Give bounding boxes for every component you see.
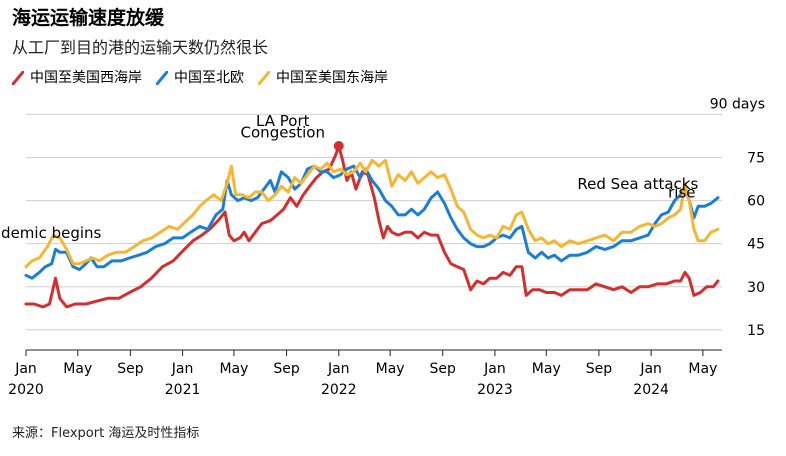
y-tick-label-4: 30 xyxy=(747,280,765,296)
annotation-0: Pandemic begins xyxy=(0,224,102,242)
y-tick-label-1: 75 xyxy=(747,150,765,166)
x-tick-year-9: 2023 xyxy=(477,382,513,398)
x-tick-label-10: May xyxy=(532,361,561,377)
x-tick-label-3: Jan xyxy=(171,361,194,377)
x-tick-label-7: May xyxy=(376,361,405,377)
y-tick-label-2: 60 xyxy=(747,194,765,210)
x-tick-label-9: Jan xyxy=(483,361,506,377)
x-tick-label-1: May xyxy=(63,361,92,377)
legend-label-east-coast: 中国至美国东海岸 xyxy=(276,70,388,86)
y-tick-label-3: 45 xyxy=(747,237,765,253)
y-tick-label-0: 90 days xyxy=(710,96,765,112)
series-line-2 xyxy=(24,158,720,269)
legend-label-north-europe: 中国至北欧 xyxy=(174,70,244,86)
annotation-2: Congestion xyxy=(241,123,325,141)
x-tick-label-12: Jan xyxy=(639,361,662,377)
x-tick-label-8: Sep xyxy=(430,361,457,377)
highlight-point xyxy=(333,140,344,151)
page-title: 海运运输速度放缓 xyxy=(12,7,165,29)
x-tick-year-0: 2020 xyxy=(8,382,44,398)
annotation-1: LA Port xyxy=(256,112,310,130)
legend-label-west-coast: 中国至美国西海岸 xyxy=(30,70,142,86)
x-tick-label-13: May xyxy=(688,361,717,377)
legend-mark-blue-icon xyxy=(156,71,168,85)
chart-legend: 中国至美国西海岸 中国至北欧 中国至美国东海岸 xyxy=(12,68,388,88)
y-tick-label-5: 15 xyxy=(747,323,765,339)
x-tick-label-5: Sep xyxy=(273,361,300,377)
page-subtitle: 从工厂到目的港的运输天数仍然很长 xyxy=(12,38,269,57)
series-line-1 xyxy=(24,164,720,280)
x-tick-label-0: Jan xyxy=(14,361,37,377)
line-chart: 90 days 75 60 45 30 15 Jan 2020 May Sep Jan 2021 May… xyxy=(0,96,765,398)
annotation-4: rise xyxy=(668,184,695,202)
legend-item-east-coast: 中国至美国东海岸 xyxy=(258,68,388,88)
x-tick-year-12: 2024 xyxy=(633,382,669,398)
x-tick-label-2: Sep xyxy=(117,361,144,377)
annotation-3: Red Sea attacks xyxy=(577,175,698,193)
x-tick-label-11: Sep xyxy=(586,361,613,377)
legend-mark-red-icon xyxy=(12,71,24,85)
legend-mark-yellow-icon xyxy=(258,71,270,85)
legend-item-west-coast: 中国至美国西海岸 xyxy=(12,68,142,88)
x-tick-label-6: Jan xyxy=(327,361,350,377)
legend-item-north-europe: 中国至北欧 xyxy=(156,68,244,88)
series-line-0 xyxy=(24,144,720,309)
x-tick-year-3: 2021 xyxy=(165,382,201,398)
x-tick-year-6: 2022 xyxy=(321,382,357,398)
source-note: 来源：Flexport 海运及时性指标 xyxy=(12,426,200,441)
x-tick-label-4: May xyxy=(219,361,248,377)
